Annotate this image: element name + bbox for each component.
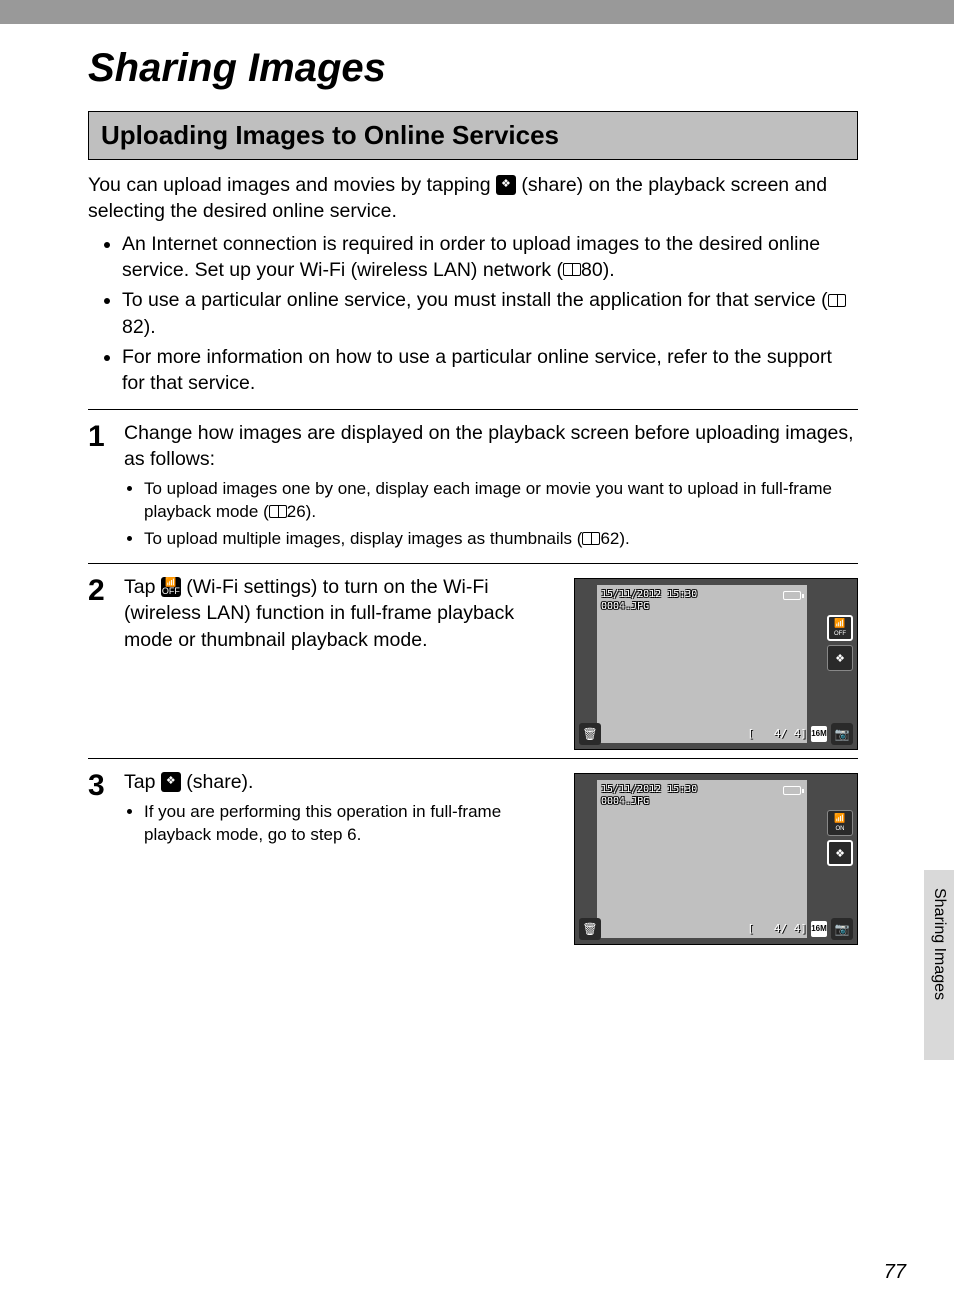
camera-lcd-step3: 15/11/2012 15:30 0004.JPG 📶ON 🗑	[574, 773, 858, 945]
resolution-badge: 16M	[811, 921, 827, 937]
step-3-text: Tap (share).	[124, 769, 554, 795]
step-3: 3 Tap (share). If you are performing thi…	[88, 758, 858, 945]
wifi-on-button[interactable]: 📶ON	[827, 810, 853, 836]
share-button[interactable]	[827, 840, 853, 866]
step-1-sublist: To upload images one by one, display eac…	[144, 478, 858, 551]
intro-bullet: For more information on how to use a par…	[122, 344, 858, 397]
side-tab: Sharing Images	[924, 870, 954, 1060]
lcd-screen-area: 15/11/2012 15:30 0004.JPG	[597, 780, 807, 938]
share-icon	[496, 175, 516, 195]
share-icon	[161, 772, 181, 792]
intro-bullet-list: An Internet connection is required in or…	[122, 231, 858, 397]
lcd-overlay-text: 15/11/2012 15:30 0004.JPG	[601, 784, 697, 808]
lcd-side-buttons: 📶OFF	[827, 615, 853, 671]
step-3-sublist: If you are performing this operation in …	[144, 801, 554, 847]
lcd-counter: [ 4/ 4]	[747, 727, 807, 742]
lcd-counter: [ 4/ 4]	[747, 922, 807, 937]
step-2: 2 Tap 📶OFF (Wi-Fi settings) to turn on t…	[88, 563, 858, 750]
lcd-overlay-text: 15/11/2012 15:30 0004.JPG	[601, 589, 697, 613]
top-gray-bar	[0, 0, 954, 24]
step-1-sub-item: To upload multiple images, display image…	[144, 528, 858, 551]
resolution-badge: 16M	[811, 726, 827, 742]
intro-paragraph: You can upload images and movies by tapp…	[88, 172, 858, 225]
camera-lcd-step2: 15/11/2012 15:30 0004.JPG 📶OFF 🗑	[574, 578, 858, 750]
intro-bullet: An Internet connection is required in or…	[122, 231, 858, 284]
step-2-text: Tap 📶OFF (Wi-Fi settings) to turn on the…	[124, 574, 554, 653]
battery-icon	[783, 591, 801, 600]
wifi-off-button[interactable]: 📶OFF	[827, 615, 853, 641]
step-1-sub-item: To upload images one by one, display eac…	[144, 478, 858, 524]
intro-text-before: You can upload images and movies by tapp…	[88, 174, 496, 196]
step-number: 2	[88, 576, 124, 606]
book-icon	[563, 263, 581, 276]
camera-mode-icon[interactable]: 📷	[831, 918, 853, 940]
intro-bullet: To use a particular online service, you …	[122, 287, 858, 340]
page-number: 77	[884, 1261, 906, 1284]
section-heading: Uploading Images to Online Services	[88, 111, 858, 160]
lcd-side-buttons: 📶ON	[827, 810, 853, 866]
page-title: Sharing Images	[88, 46, 858, 91]
camera-mode-icon[interactable]: 📷	[831, 723, 853, 745]
step-number: 1	[88, 422, 124, 452]
lcd-bottom-bar: 🗑 [ 4/ 4] 16M 📷	[579, 918, 853, 940]
book-icon	[828, 294, 846, 307]
lcd-screen-area: 15/11/2012 15:30 0004.JPG	[597, 585, 807, 743]
step-number: 3	[88, 771, 124, 801]
lcd-bottom-bar: 🗑 [ 4/ 4] 16M 📷	[579, 723, 853, 745]
battery-icon	[783, 786, 801, 795]
share-button[interactable]	[827, 645, 853, 671]
wifi-settings-icon: 📶OFF	[161, 577, 181, 597]
page-content: Sharing Images Uploading Images to Onlin…	[88, 30, 858, 945]
trash-icon[interactable]: 🗑	[579, 723, 601, 745]
step-3-sub-item: If you are performing this operation in …	[144, 801, 554, 847]
step-1-text: Change how images are displayed on the p…	[124, 420, 858, 473]
step-1: 1 Change how images are displayed on the…	[88, 409, 858, 555]
trash-icon[interactable]: 🗑	[579, 918, 601, 940]
book-icon	[269, 505, 287, 518]
book-icon	[582, 532, 600, 545]
